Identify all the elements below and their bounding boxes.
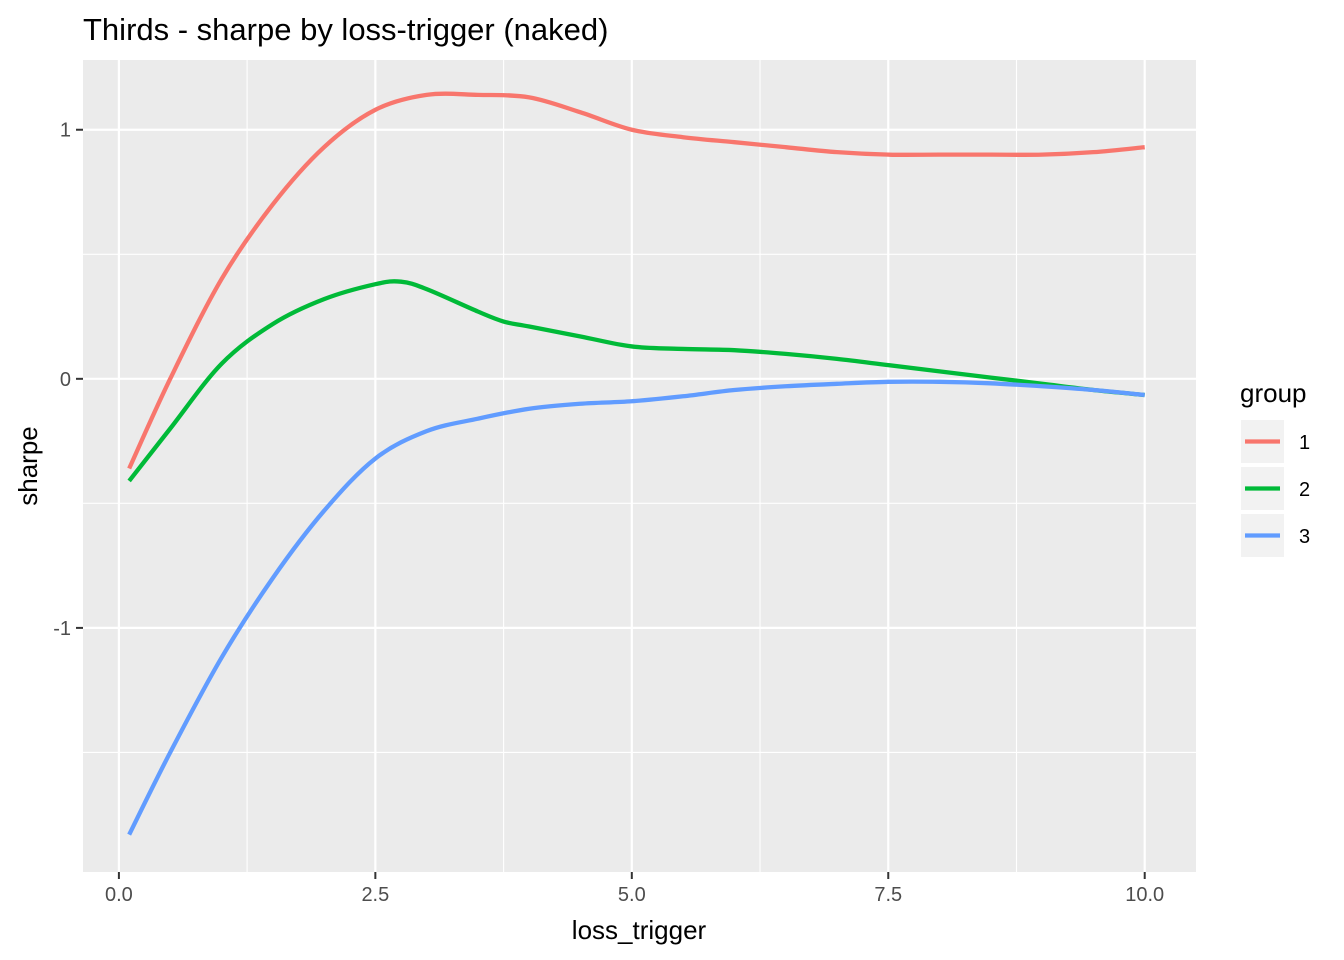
y-axis: -1 0 1 [53, 120, 83, 640]
x-tick-label: 0.0 [105, 884, 133, 906]
legend: group 1 2 3 [1240, 378, 1310, 557]
x-axis: 0.0 2.5 5.0 7.5 10.0 [105, 872, 1164, 906]
legend-items: 1 2 3 [1241, 420, 1310, 557]
x-axis-title: loss_trigger [572, 915, 707, 945]
plot-panel [83, 60, 1196, 872]
x-tick-label: 7.5 [874, 884, 902, 906]
y-tick-label: -1 [53, 618, 71, 640]
legend-label-3: 3 [1299, 526, 1310, 548]
legend-label-1: 1 [1299, 432, 1310, 454]
x-tick-label: 10.0 [1125, 884, 1164, 906]
y-tick-label: 0 [60, 369, 71, 391]
minor-gridlines [83, 60, 1196, 872]
series-line-1 [127, 91, 1145, 470]
y-axis-title: sharpe [13, 426, 43, 506]
legend-label-2: 2 [1299, 479, 1310, 501]
x-tick-label: 5.0 [618, 884, 646, 906]
series-lines [127, 91, 1145, 836]
y-tick-label: 1 [60, 120, 71, 142]
x-tick-label: 2.5 [361, 884, 389, 906]
chart-title: Thirds - sharpe by loss-trigger (naked) [83, 12, 608, 47]
legend-title: group [1240, 378, 1307, 408]
series-line-2 [127, 279, 1145, 483]
series-line-3 [127, 379, 1145, 836]
